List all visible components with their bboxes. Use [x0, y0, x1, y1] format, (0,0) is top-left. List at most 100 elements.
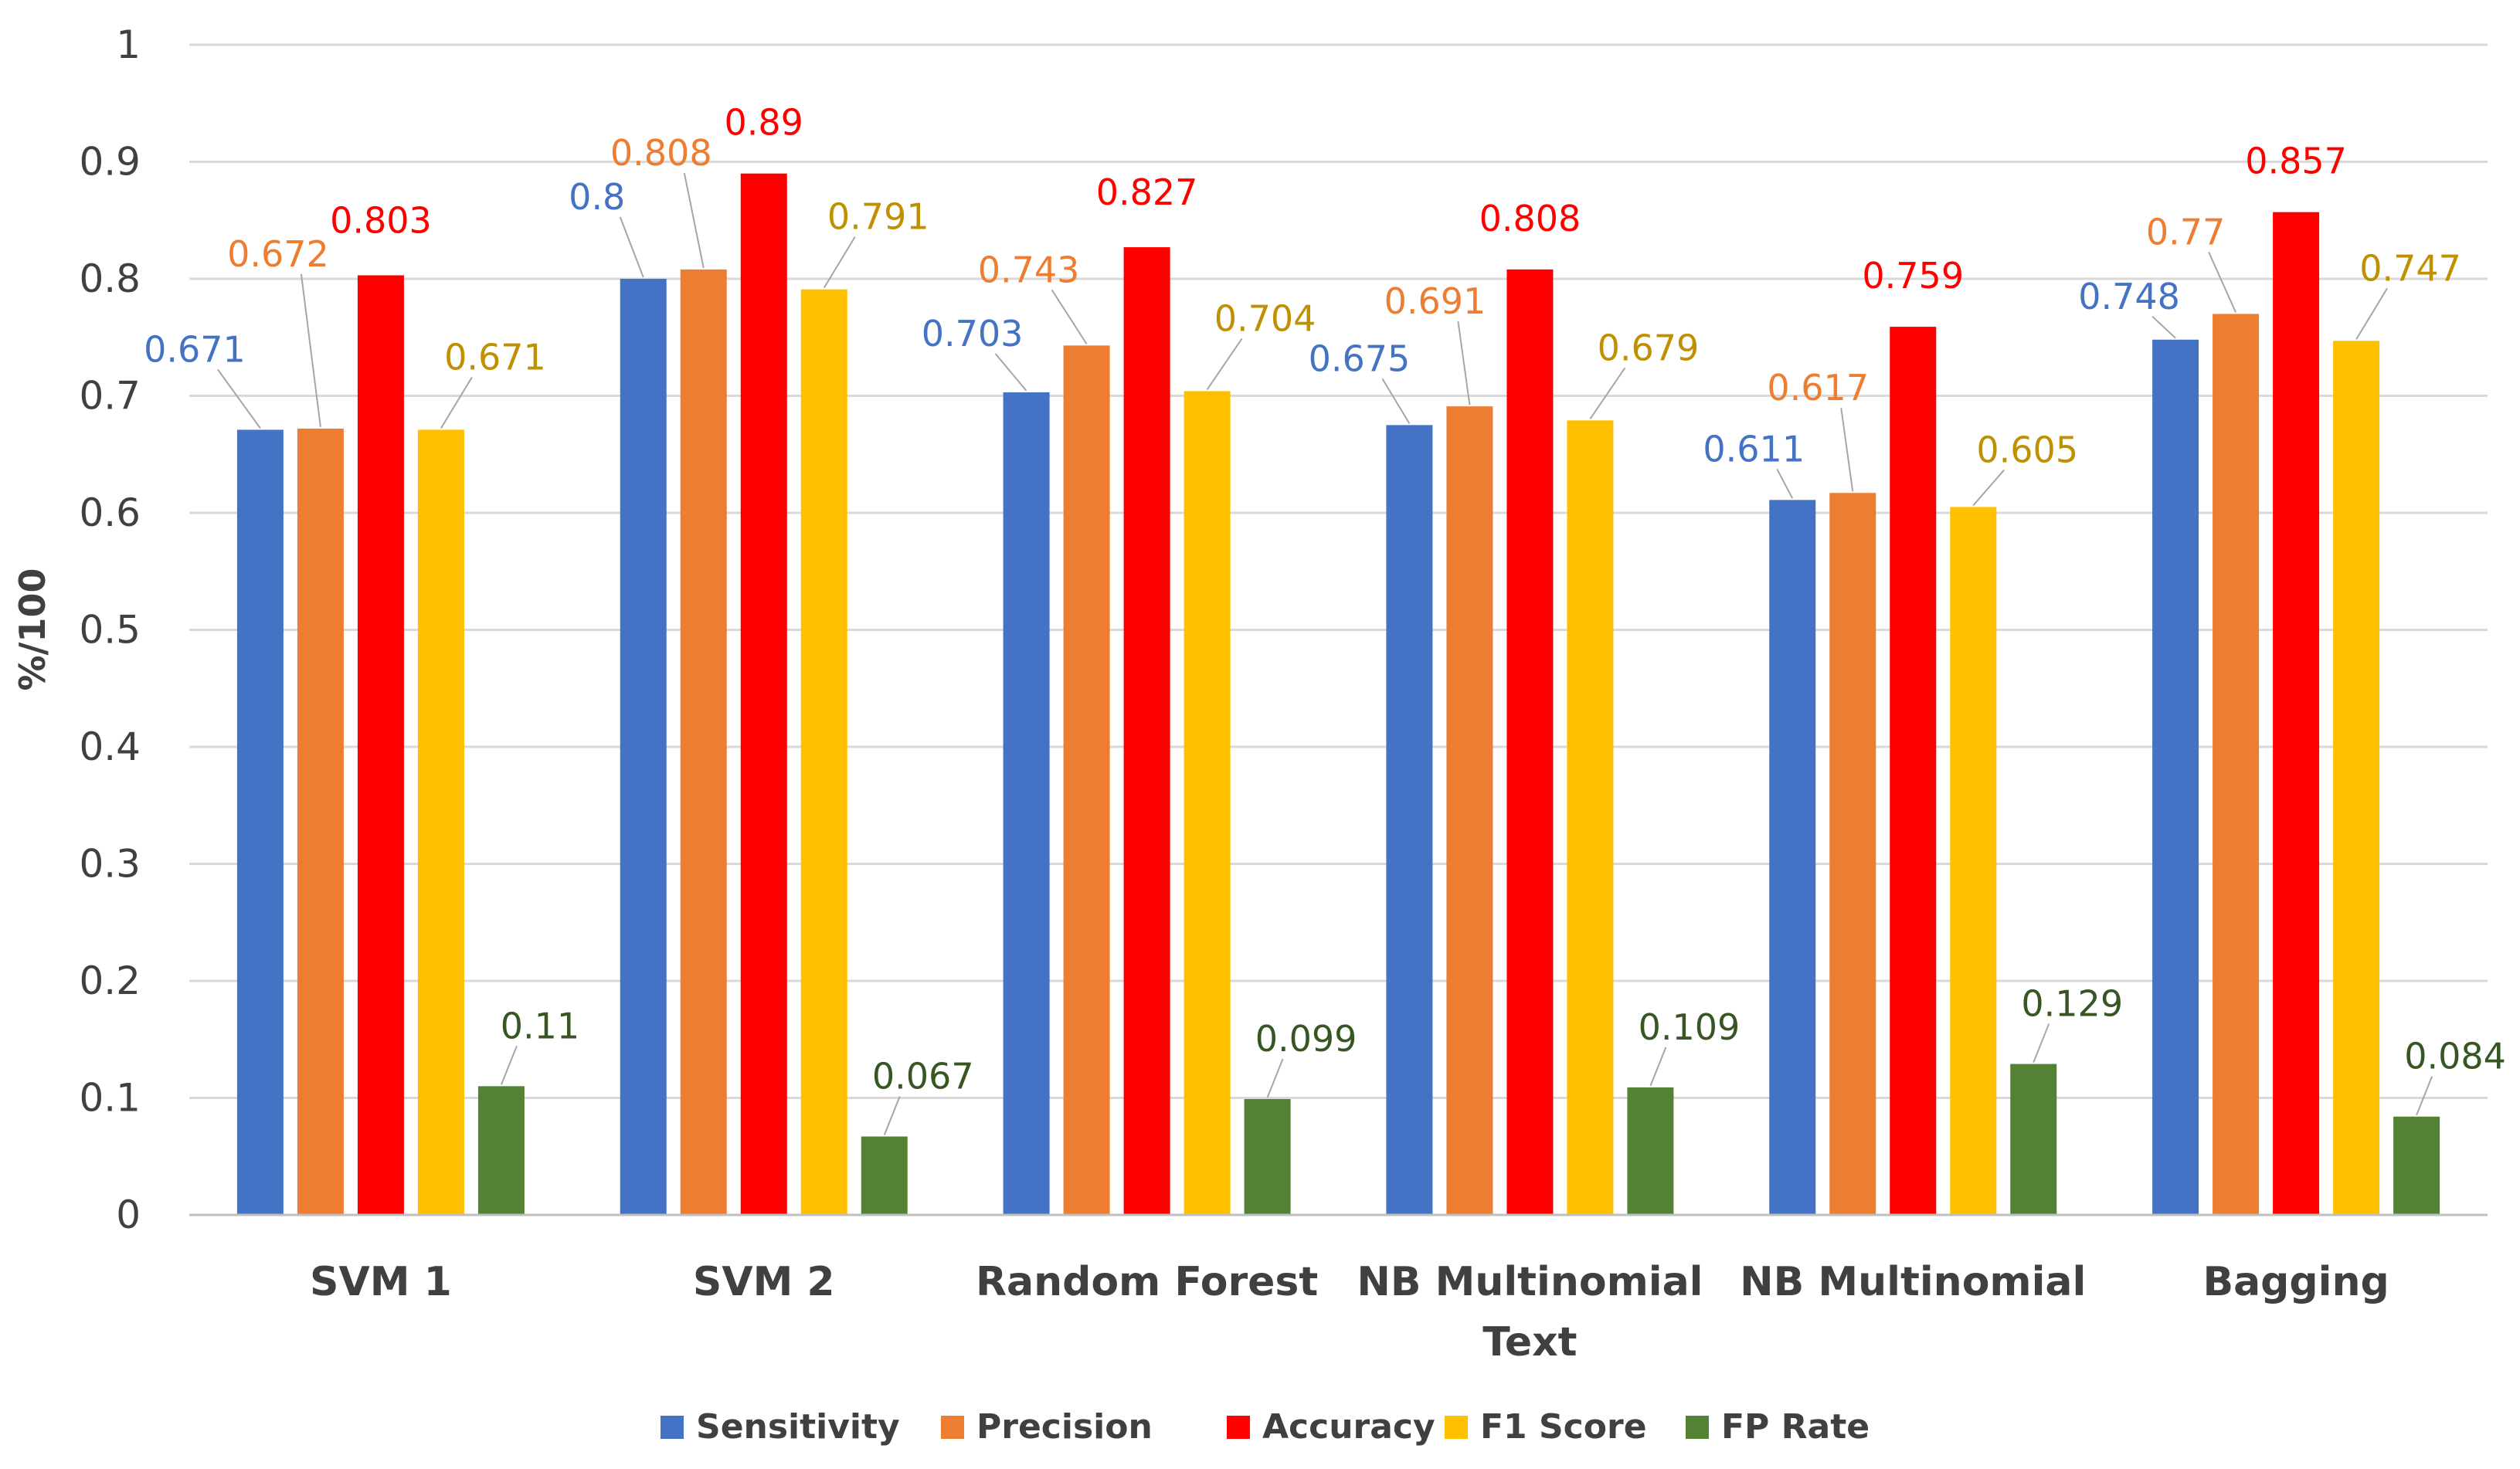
x-category-label: Bagging: [2202, 1259, 2389, 1305]
data-label: 0.605: [1976, 429, 2078, 470]
legend: Sensitivity Precision Accuracy F1 Score FP R…: [661, 1407, 1870, 1447]
y-tick-label: 0.7: [79, 374, 141, 419]
legend-swatch: [661, 1416, 684, 1439]
bar-accuracy: [2273, 212, 2320, 1215]
x-category-label: NB Multinomial: [1740, 1259, 2086, 1305]
label-leader-lines: [217, 172, 2433, 1135]
leader-line: [1266, 1058, 1284, 1098]
leader-line: [2152, 316, 2176, 339]
data-label: 0.857: [2245, 141, 2347, 182]
leader-line: [1381, 378, 1411, 424]
leader-line: [619, 216, 644, 278]
leader-line: [217, 368, 261, 429]
bar-fp-rate: [861, 1136, 908, 1215]
data-label: 0.611: [1703, 428, 1805, 470]
y-tick-label: 0: [116, 1193, 141, 1237]
data-label: 0.808: [610, 132, 712, 174]
legend-swatch: [941, 1416, 964, 1439]
x-category-label: Random Forest: [976, 1259, 1318, 1305]
leader-line: [1589, 367, 1626, 419]
leader-line: [500, 1045, 518, 1085]
y-tick-label: 0.5: [79, 608, 141, 653]
data-label: 0.129: [2021, 983, 2123, 1025]
leader-line: [823, 236, 856, 289]
data-label: 0.067: [872, 1055, 974, 1097]
y-axis-ticks: 0 0.1 0.2 0.3 0.4 0.5 0.6 0.7 0.8 0.9 1: [79, 22, 141, 1237]
bar-sensitivity: [1769, 500, 1816, 1215]
y-tick-label: 0.9: [79, 140, 141, 185]
legend-label: Sensitivity: [696, 1407, 900, 1447]
bar-sensitivity: [1386, 425, 1433, 1215]
data-label: 0.617: [1767, 367, 1869, 409]
leader-line: [1776, 468, 1794, 499]
y-tick-label: 0.6: [79, 490, 141, 535]
leader-line: [2033, 1023, 2050, 1063]
leader-line: [1457, 321, 1471, 405]
bar-fp-rate: [477, 1086, 525, 1215]
bar-f1-score: [1950, 507, 1997, 1215]
y-tick-label: 0.2: [79, 958, 141, 1003]
legend-label: Precision: [976, 1407, 1153, 1447]
data-label: 0.679: [1598, 327, 1700, 368]
y-tick-label: 1: [116, 22, 141, 67]
bar-f1-score: [1184, 391, 1231, 1216]
legend-label: Accuracy: [1262, 1407, 1435, 1447]
x-axis-categories: SVM 1 SVM 2 Random Forest NB Multinomial Tex…: [310, 1259, 2389, 1366]
data-label: 0.808: [1479, 198, 1581, 239]
bar-accuracy: [1890, 327, 1937, 1215]
bar-precision: [297, 428, 344, 1215]
y-tick-label: 0.4: [79, 724, 141, 769]
leader-line: [994, 353, 1027, 392]
leader-line: [2208, 252, 2236, 313]
bar-f1-score: [417, 429, 464, 1215]
data-label: 0.8: [569, 176, 625, 218]
bar-f1-score: [2333, 341, 2380, 1215]
legend-label: FP Rate: [1721, 1407, 1870, 1447]
leader-line: [883, 1096, 901, 1135]
bar-fp-rate: [2010, 1064, 2057, 1215]
data-label: 0.803: [330, 199, 432, 241]
legend-swatch: [1227, 1416, 1250, 1439]
y-tick-label: 0.1: [79, 1076, 141, 1121]
bars: [236, 173, 2440, 1216]
leader-line: [1972, 469, 2005, 507]
bar-accuracy: [357, 275, 404, 1216]
data-label: 0.759: [1862, 255, 1964, 297]
leader-line: [1051, 289, 1088, 344]
data-label: 0.704: [1214, 297, 1316, 339]
data-label: 0.671: [144, 328, 246, 370]
x-category-label: Text: [1482, 1319, 1577, 1366]
legend-swatch: [1445, 1416, 1468, 1439]
bar-sensitivity: [1003, 392, 1050, 1216]
data-label: 0.743: [978, 249, 1080, 290]
data-labels: 0.6710.6720.8030.6710.110.80.8080.890.79…: [144, 102, 2506, 1098]
legend-swatch: [1686, 1416, 1709, 1439]
bar-precision: [680, 269, 727, 1215]
bar-accuracy: [1123, 247, 1170, 1216]
leader-line: [2416, 1076, 2433, 1116]
data-label: 0.675: [1309, 338, 1411, 379]
bar-sensitivity: [236, 429, 284, 1215]
bar-precision: [2213, 314, 2260, 1216]
y-tick-label: 0.8: [79, 256, 141, 301]
x-category-label: SVM 1: [310, 1259, 452, 1305]
data-label: 0.703: [922, 313, 1024, 355]
y-tick-label: 0.3: [79, 842, 141, 887]
leader-line: [2355, 287, 2388, 340]
leader-line: [300, 273, 321, 428]
data-label: 0.084: [2404, 1036, 2506, 1077]
bar-fp-rate: [2393, 1116, 2440, 1215]
data-label: 0.89: [725, 102, 803, 144]
leader-line: [1649, 1047, 1667, 1087]
bar-sensitivity: [2152, 339, 2199, 1215]
bar-precision: [1829, 493, 1876, 1215]
bar-accuracy: [740, 173, 787, 1215]
leader-line: [440, 376, 473, 429]
leader-line: [683, 172, 705, 269]
data-label: 0.11: [501, 1005, 579, 1047]
gridlines: [189, 43, 2488, 1099]
data-label: 0.671: [444, 336, 546, 378]
leader-line: [1206, 338, 1243, 391]
